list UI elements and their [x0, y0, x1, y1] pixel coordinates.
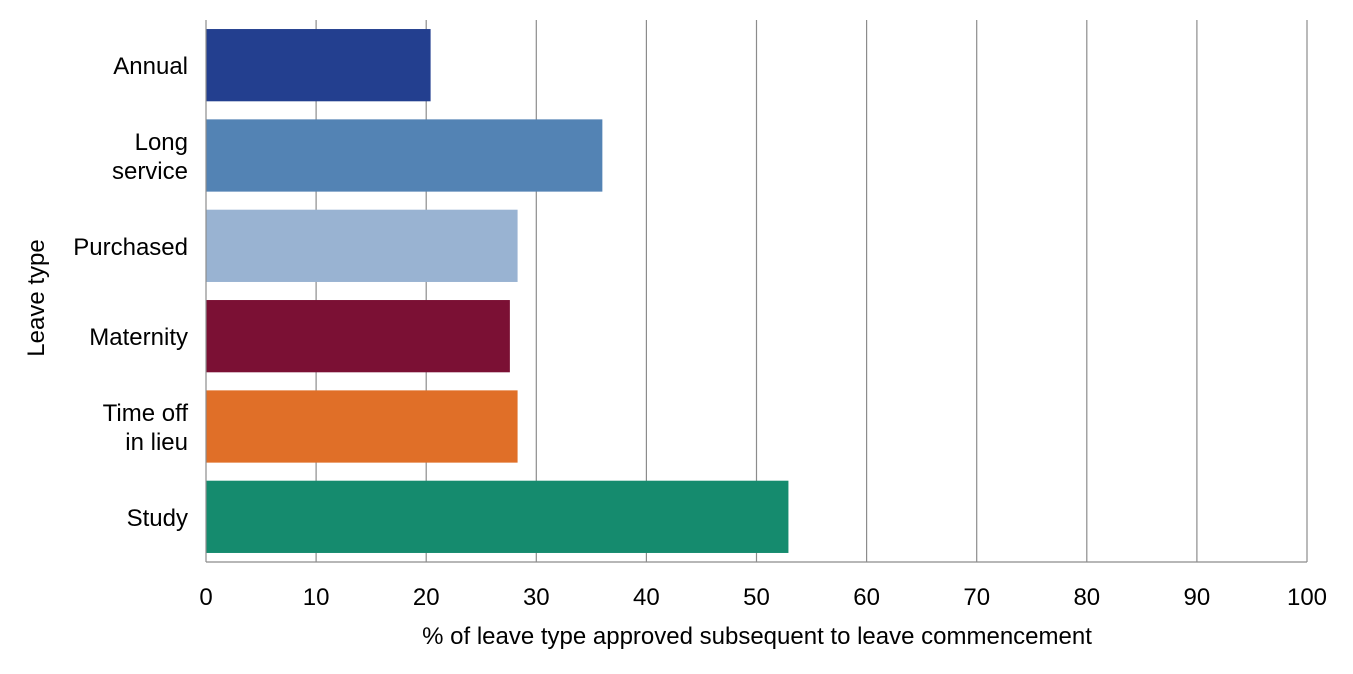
grid-lines	[315, 20, 1308, 562]
x-tick-label: 80	[1073, 584, 1100, 611]
bar-2	[206, 209, 518, 282]
bar-0	[206, 29, 431, 102]
category-label: Maternity	[89, 324, 188, 351]
x-tick-label: 0	[199, 584, 212, 611]
x-tick-label: 60	[853, 584, 880, 611]
x-tick-label: 10	[303, 584, 330, 611]
x-tick-labels: 0 10 20 30 40 50 60 70 80 90 100	[199, 584, 1327, 611]
x-tick-label: 100	[1287, 584, 1327, 611]
bar-4	[206, 390, 518, 463]
x-tick-label: 30	[523, 584, 550, 611]
category-label: Long	[135, 129, 188, 156]
x-tick-label: 50	[743, 584, 770, 611]
x-tick-label: 40	[633, 584, 660, 611]
x-tick-label: 90	[1184, 584, 1211, 611]
bar-1	[206, 119, 603, 192]
category-label: Purchased	[73, 234, 188, 261]
category-label: service	[112, 158, 188, 185]
y-axis-title: Leave type	[23, 239, 50, 356]
bar-5	[206, 480, 789, 553]
x-tick-label: 70	[963, 584, 990, 611]
category-label: Annual	[113, 53, 188, 80]
category-label: in lieu	[125, 429, 188, 456]
category-label: Time off	[103, 400, 189, 427]
category-label: Study	[127, 505, 188, 532]
bar-3	[206, 300, 510, 373]
x-axis-title: % of leave type approved subsequent to l…	[422, 623, 1092, 650]
bars	[206, 29, 789, 553]
x-tick-label: 20	[413, 584, 440, 611]
axes	[205, 20, 1307, 563]
